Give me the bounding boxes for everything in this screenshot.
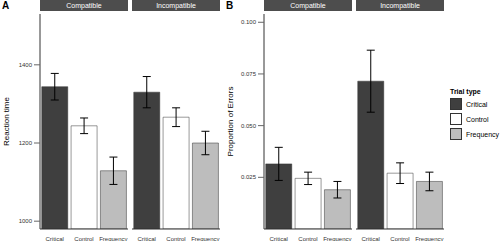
html-text:Compatible: Compatible	[66, 2, 102, 9]
svg-text:Control: Control	[74, 236, 93, 241]
svg-text:0.025: 0.025	[241, 174, 257, 180]
html-text:Incompatible: Incompatible	[156, 2, 196, 9]
html-text:Compatible: Compatible	[290, 2, 326, 9]
html-text:B: B	[226, 0, 234, 11]
svg-text:Frequency: Frequency	[99, 236, 127, 241]
svg-text:Proportion of Errors: Proportion of Errors	[226, 87, 235, 157]
svg-text:1000: 1000	[19, 218, 33, 224]
svg-text:Frequency: Frequency	[191, 236, 219, 241]
html-text:Control: Control	[466, 115, 489, 123]
svg-text:Critical: Critical	[361, 236, 379, 241]
svg-text:0.100: 0.100	[241, 19, 257, 25]
svg-text:1200: 1200	[19, 140, 33, 146]
html-text:Trial type: Trial type	[450, 88, 481, 95]
svg-text:Control: Control	[298, 236, 317, 241]
svg-text:0.050: 0.050	[241, 123, 257, 129]
svg-text:Control: Control	[166, 236, 185, 241]
html-text:A: A	[2, 0, 10, 11]
svg-text:1400: 1400	[19, 62, 33, 68]
svg-text:Critical: Critical	[137, 236, 155, 241]
html-text:Frequency: Frequency	[466, 130, 500, 138]
svg-text:Reaction time: Reaction time	[8, 97, 11, 146]
svg-text:Frequency: Frequency	[415, 236, 443, 241]
svg-text:Critical: Critical	[45, 236, 63, 241]
svg-text:Critical: Critical	[269, 236, 287, 241]
svg-text:0.075: 0.075	[241, 71, 257, 77]
html-text:Incompatible: Incompatible	[380, 2, 420, 9]
svg-text:Control: Control	[390, 236, 409, 241]
svg-text:Frequency: Frequency	[323, 236, 351, 241]
html-text:Critical: Critical	[466, 100, 488, 108]
